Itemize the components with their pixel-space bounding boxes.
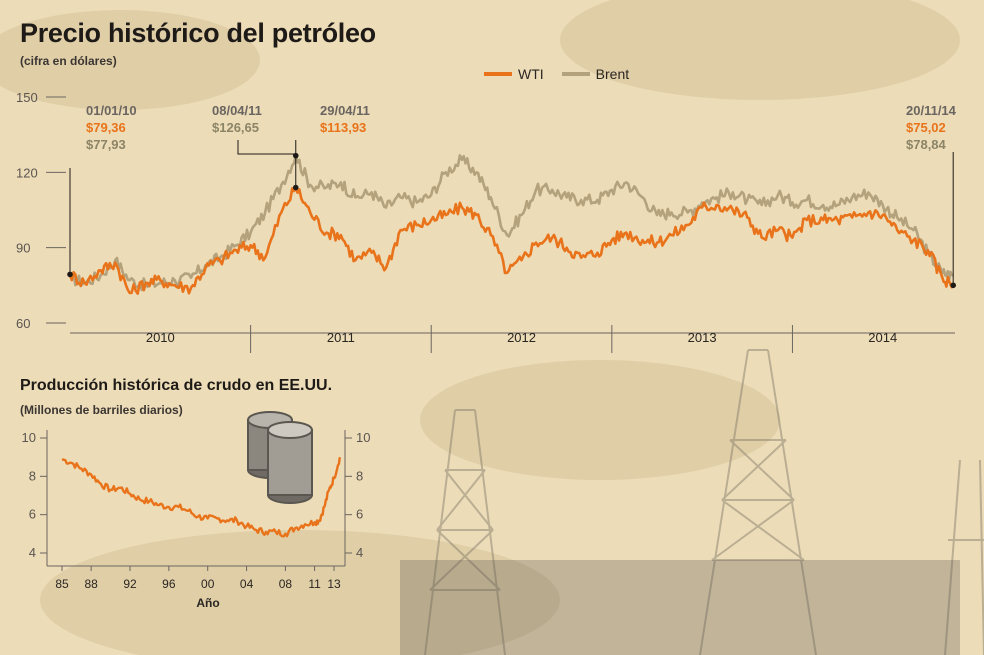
production-subtitle: (Millones de barriles diarios): [20, 403, 183, 417]
annotation-date: 01/01/10: [86, 103, 137, 118]
y-tick-label-right: 6: [356, 507, 363, 522]
annotation-point: [950, 282, 956, 289]
y-tick-label: 90: [16, 241, 30, 256]
y-tick-label-right: 8: [356, 468, 363, 483]
annotation-wti-value: $113,93: [320, 120, 367, 135]
x-tick-label: 2011: [327, 330, 355, 345]
annotation-brent-value: $77,93: [86, 137, 126, 152]
x-tick-label: 85: [55, 577, 69, 591]
oil-barrels-illustration: [247, 411, 313, 504]
legend-label-brent: Brent: [595, 66, 630, 82]
x-tick-label: 2014: [868, 330, 897, 345]
x-tick-label: 13: [327, 577, 341, 591]
y-tick-label-left: 6: [29, 507, 36, 522]
x-tick-label: 00: [201, 577, 215, 591]
production-title: Producción histórica de crudo en EE.UU.: [20, 377, 333, 394]
annotation-date: 20/11/14: [906, 103, 956, 118]
x-tick-label: 96: [162, 577, 176, 591]
annotation-wti-value: $79,36: [86, 120, 126, 135]
x-tick-label: 92: [123, 577, 137, 591]
annotation-2011-04-29: 29/04/11 $113,93: [320, 102, 370, 136]
legend-item-wti: WTI: [484, 66, 544, 82]
x-axis-label: Año: [196, 596, 219, 610]
annotation-brent-value: $78,84: [906, 137, 946, 152]
y-tick-label-left: 10: [22, 430, 36, 445]
annotation-leader-line: [237, 140, 296, 155]
x-tick-label: 2010: [146, 330, 175, 345]
legend-swatch-brent: [561, 72, 590, 76]
y-tick-label: 120: [16, 165, 38, 180]
x-tick-label: 11: [308, 577, 321, 591]
annotation-point: [292, 184, 299, 191]
annotation-2011-04-08: 08/04/11 $126,65: [212, 102, 262, 136]
y-tick-label: 60: [16, 316, 30, 331]
annotation-2014-11-20: 20/11/14 $75,02 $78,84: [906, 102, 956, 153]
annotation-date: 29/04/11: [320, 103, 370, 118]
series-line-brent: [68, 154, 954, 292]
y-tick-label-right: 4: [356, 545, 363, 560]
annotation-2010-01-01: 01/01/10 $79,36 $77,93: [86, 102, 137, 153]
annotation-wti-value: $75,02: [906, 120, 946, 135]
legend-label-wti: WTI: [518, 66, 544, 82]
annotation-brent-value: $126,65: [212, 120, 259, 135]
legend-item-brent: Brent: [561, 66, 630, 82]
y-tick-label-right: 10: [356, 430, 370, 445]
x-tick-label: 88: [84, 577, 98, 591]
series-line-production: [61, 457, 341, 538]
oil-derrick-illustration: [424, 349, 984, 655]
legend-swatch-wti: [484, 72, 512, 76]
y-tick-label-left: 4: [29, 545, 36, 560]
x-tick-label: 08: [279, 577, 293, 591]
y-tick-label-left: 8: [29, 468, 36, 483]
annotation-date: 08/04/11: [212, 103, 262, 118]
annotation-point: [67, 271, 73, 278]
page-subtitle: (cifra en dólares): [20, 54, 117, 68]
x-tick-label: 2013: [688, 330, 717, 345]
page-title: Precio histórico del petróleo: [20, 18, 376, 48]
price-chart: 150 120 90 60 2010 2011 2012 2013 2014: [16, 90, 956, 353]
y-tick-label: 150: [16, 90, 38, 105]
x-tick-label: 2012: [507, 330, 536, 345]
series-line-wti: [68, 186, 955, 295]
x-tick-label: 04: [240, 577, 254, 591]
legend: WTI Brent: [484, 66, 629, 82]
